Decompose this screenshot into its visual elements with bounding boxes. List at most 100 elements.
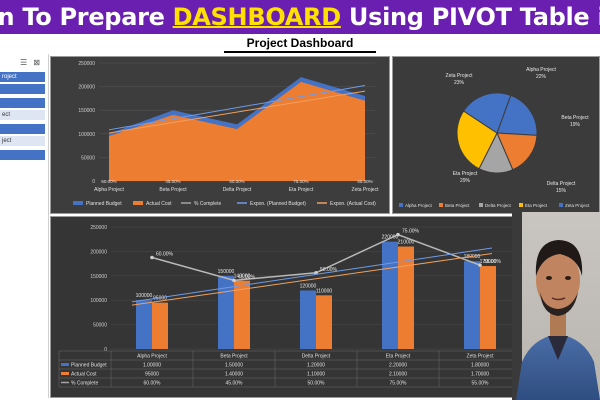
y-tick-label: 250000	[90, 225, 107, 231]
legend-label: Beta Project	[445, 203, 470, 208]
legend-swatch	[73, 201, 83, 205]
multi-select-icon[interactable]: ☰	[20, 58, 28, 67]
pie-chart: Alpha Project 22% Beta Project 19% Delta Pro…	[399, 67, 590, 208]
y-tick-label: 150000	[78, 108, 95, 114]
legend-label: Delta Project	[485, 203, 512, 208]
bar-data-label: 170000	[480, 259, 497, 265]
table-cell: 1.00000	[143, 363, 161, 369]
banner-text-2: Using PIVOT Table in	[348, 3, 600, 31]
slicer-item[interactable]: roject	[0, 72, 45, 82]
line-data-label: 60.00%	[156, 252, 174, 258]
y-tick-label: 0	[104, 347, 107, 353]
percent-complete-point	[314, 270, 318, 275]
legend-label: Planned Budget	[86, 201, 122, 207]
slicer-item[interactable]	[0, 98, 45, 108]
line-data-label: 45.00%	[238, 274, 256, 280]
y-tick-label: 50000	[81, 155, 95, 161]
x-tick-label: Alpha Project	[94, 187, 124, 193]
pie-data-label: Beta Project 19%	[561, 115, 589, 128]
table-header-cell: Eta Project	[386, 354, 411, 360]
line-data-label: 75.00%	[402, 229, 420, 235]
table-cell: 55.00%	[472, 381, 490, 387]
x-tick-label: Beta Project	[159, 187, 187, 193]
legend-label: Alpha Project	[405, 203, 433, 208]
pie-chart-panel[interactable]: Alpha Project 22% Beta Project 19% Delta Pro…	[392, 56, 600, 214]
table-cell: 1.40000	[225, 372, 243, 378]
table-cell: 1.80000	[471, 363, 489, 369]
y-tick-label: 100000	[90, 298, 107, 304]
table-cell: 2.20000	[389, 363, 407, 369]
line-data-label: 50.00%	[320, 267, 338, 273]
line-data-label: 55.00%	[484, 259, 502, 265]
planned-budget-bar	[300, 290, 316, 349]
slicer-item[interactable]	[0, 150, 45, 160]
percent-complete-point	[396, 232, 400, 237]
pie-slice	[456, 110, 498, 170]
actual-cost-bar	[316, 295, 332, 349]
pie-slice	[462, 92, 512, 134]
x-tick-label: Zeta Project	[352, 187, 380, 193]
slicer-item[interactable]: ject	[0, 136, 45, 146]
table-cell: 45.00%	[226, 381, 244, 387]
legend-swatch	[559, 203, 563, 207]
pie-data-label: Alpha Project 22%	[526, 67, 556, 80]
percent-complete-point	[478, 263, 482, 267]
planned-budget-bar	[464, 261, 480, 349]
table-header-cell: Alpha Project	[137, 354, 167, 360]
planned-budget-bar	[136, 300, 152, 349]
y-tick-label: 150000	[90, 274, 107, 280]
clear-filter-icon[interactable]: ⊠	[33, 58, 41, 67]
actual-cost-bar	[234, 280, 250, 349]
planned-budget-bar	[382, 241, 398, 349]
legend-swatch	[519, 203, 523, 207]
table-cell: 1.10000	[307, 372, 325, 378]
legend-swatch	[61, 372, 69, 375]
legend-swatch	[133, 201, 143, 205]
legend-label: Zeta Project	[565, 203, 590, 208]
actual-cost-bar	[152, 302, 168, 349]
title-banner: rn To Prepare DASHBOARD Using PIVOT Tabl…	[0, 0, 600, 34]
actual-cost-trendline	[108, 90, 366, 134]
table-cell: 60.00%	[144, 381, 162, 387]
bar-data-label: 95000	[153, 296, 167, 302]
percent-data-label: 75.00%	[293, 179, 308, 184]
legend-label: Expon. (Planned Budget)	[250, 201, 306, 207]
area-chart-panel[interactable]: 0 50000 100000 150000 200000 250000 60.00% Alph…	[50, 56, 390, 214]
legend-label: Eta Project	[525, 203, 548, 208]
y-tick-label: 0	[92, 179, 95, 185]
table-cell: 50.00%	[308, 381, 326, 387]
dashboard-header	[0, 34, 600, 54]
percent-complete-point	[150, 255, 154, 260]
bar-data-label: 180000	[464, 254, 481, 260]
percent-data-label: 60.00%	[101, 179, 116, 184]
project-slicer[interactable]: ☰ ⊠ roject ect ject	[0, 54, 49, 398]
bar-data-label: 120000	[300, 283, 317, 289]
legend-swatch	[439, 203, 443, 207]
y-tick-label: 250000	[78, 61, 95, 67]
actual-cost-trendline	[131, 253, 493, 306]
table-row-label: Planned Budget	[71, 363, 107, 369]
bar-data-label: 150000	[218, 269, 235, 275]
banner-text-1: rn To Prepare	[0, 3, 173, 31]
table-cell: 75.00%	[390, 381, 408, 387]
slicer-item[interactable]	[0, 84, 45, 94]
percent-data-label: 45.00%	[165, 179, 180, 184]
combo-chart-panel[interactable]: 0500001000001500002000002500000.00%10.00…	[50, 216, 600, 398]
actual-cost-bar	[480, 266, 496, 349]
percent-data-label: 50.00%	[229, 179, 244, 184]
banner-title: rn To Prepare DASHBOARD Using PIVOT Tabl…	[0, 2, 600, 32]
legend-label: Expon. (Actual Cost)	[330, 201, 376, 207]
percent-complete-point	[232, 278, 236, 283]
bar-data-label: 140000	[234, 274, 251, 280]
area-chart: 0 50000 100000 150000 200000 250000 60.00% Alph…	[73, 61, 380, 207]
slicer-item[interactable]: ect	[0, 110, 45, 120]
table-cell: 1.70000	[471, 372, 489, 378]
table-cell: 1.50000	[225, 363, 243, 369]
table-row-label: % Complete	[71, 381, 98, 387]
presenter-webcam	[512, 212, 600, 400]
banner-highlight: DASHBOARD	[172, 3, 342, 31]
slicer-item[interactable]	[0, 124, 45, 134]
pie-data-label: Eta Project 29%	[453, 171, 478, 184]
planned-budget-trendline	[131, 247, 493, 303]
percent-data-label: 55.00%	[357, 179, 372, 184]
